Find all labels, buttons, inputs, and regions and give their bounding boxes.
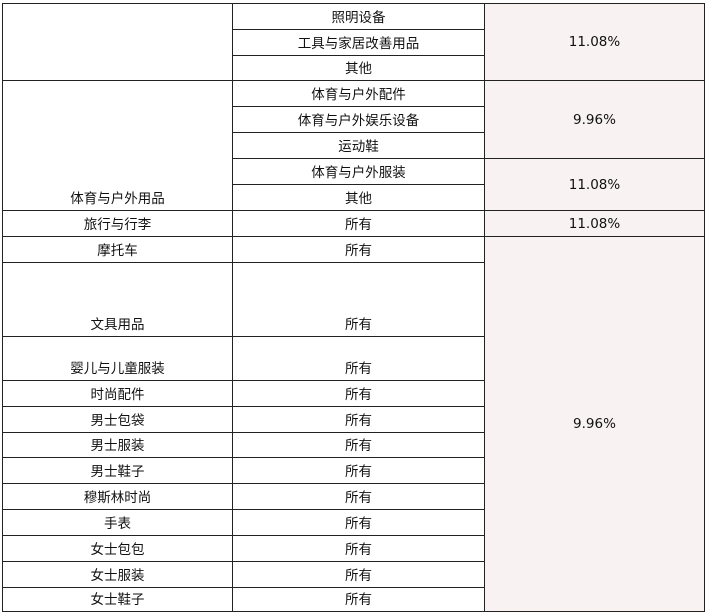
category-cell — [2, 3, 233, 81]
subcategory-cell: 所有 — [232, 561, 485, 588]
category-cell: 女士鞋子 — [2, 587, 233, 612]
category-cell: 婴儿与儿童服装 — [2, 336, 233, 381]
subcategory-cell: 其他 — [232, 184, 485, 211]
category-cell: 手表 — [2, 509, 233, 536]
subcategory-cell: 体育与户外服装 — [232, 158, 485, 185]
subcategory-cell: 所有 — [232, 587, 485, 612]
subcategory-cell: 所有 — [232, 210, 485, 237]
subcategory-cell: 工具与家居改善用品 — [232, 29, 485, 56]
rate-cell: 9.96% — [484, 80, 705, 159]
subcategory-cell: 所有 — [232, 535, 485, 562]
subcategory-cell: 所有 — [232, 483, 485, 510]
category-cell: 旅行与行李 — [2, 210, 233, 237]
rate-cell: 11.08% — [484, 158, 705, 211]
category-cell: 穆斯林时尚 — [2, 483, 233, 510]
table-row: 婴儿与儿童服装 所有 — [2, 336, 705, 381]
category-cell: 女士服装 — [2, 561, 233, 588]
table-row: 其他 — [3, 55, 705, 81]
table-row: 穆斯林时尚 所有 — [2, 483, 705, 510]
subcategory-cell: 体育与户外配件 — [232, 80, 485, 107]
subcategory-cell: 所有 — [232, 262, 485, 337]
commission-table: 照明设备 11.08% 工具与家居改善用品 其他 体育与户外用品 体育与户外配件… — [2, 3, 705, 612]
subcategory-cell: 所有 — [232, 236, 485, 263]
category-cell: 文具用品 — [2, 262, 233, 337]
table-row: 体育与户外服装 11.08% — [3, 158, 705, 211]
table-row: 其他 — [3, 184, 705, 211]
category-cell: 体育与户外用品 — [2, 80, 233, 211]
rate-cell: 11.08% — [484, 210, 705, 237]
table-row: 时尚配件 所有 — [2, 380, 705, 407]
table-row: 男士包袋 所有 — [2, 406, 705, 433]
subcategory-cell: 所有 — [232, 432, 485, 458]
subcategory-cell: 其他 — [232, 55, 485, 81]
table-row: 女士鞋子 所有 — [2, 587, 705, 612]
subcategory-cell: 所有 — [232, 380, 485, 407]
category-cell: 女士包包 — [2, 535, 233, 562]
category-cell: 时尚配件 — [2, 380, 233, 407]
table-row: 工具与家居改善用品 — [3, 29, 705, 56]
subcategory-cell: 所有 — [232, 457, 485, 484]
table-row: 女士服装 所有 — [2, 561, 705, 588]
table-row: 运动鞋 — [3, 132, 705, 159]
table-row: 照明设备 11.08% — [2, 3, 705, 81]
subcategory-cell: 所有 — [232, 509, 485, 536]
table-row: 旅行与行李 所有 11.08% — [2, 210, 705, 237]
table-row: 男士服装 所有 — [2, 432, 705, 458]
table-row: 摩托车 所有 9.96% — [2, 236, 705, 612]
subcategory-cell: 照明设备 — [232, 3, 485, 30]
subcategory-cell: 所有 — [232, 406, 485, 433]
rate-cell: 9.96% — [484, 236, 705, 612]
subcategory-cell: 体育与户外娱乐设备 — [232, 106, 485, 133]
subcategory-cell: 所有 — [232, 336, 485, 381]
subcategory-cell: 运动鞋 — [232, 132, 485, 159]
category-cell: 男士包袋 — [2, 406, 233, 433]
table-row: 文具用品 所有 — [2, 262, 705, 337]
category-cell: 男士鞋子 — [2, 457, 233, 484]
category-cell: 男士服装 — [2, 432, 233, 458]
table-row: 手表 所有 — [2, 509, 705, 536]
category-cell: 摩托车 — [2, 236, 233, 263]
rate-cell: 11.08% — [484, 3, 705, 81]
table-row: 体育与户外用品 体育与户外配件 9.96% — [2, 80, 705, 211]
